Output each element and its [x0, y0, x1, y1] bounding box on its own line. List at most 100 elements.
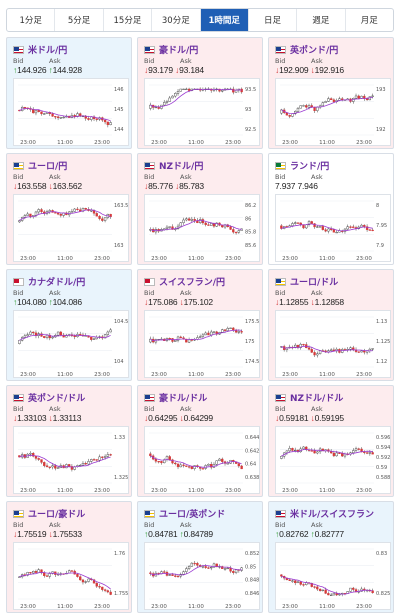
x-tick-label: 23:00: [20, 256, 36, 262]
candle-body: [171, 338, 174, 342]
candle-body: [294, 344, 297, 348]
candle-body: [310, 450, 313, 452]
currency-pair-link[interactable]: ユーロ/ドル: [290, 278, 339, 288]
card-header: 豪ドル/ドル: [144, 391, 207, 404]
rate-card[interactable]: 英ポンド/ドル Bid Ask ↓1.33103 ↓1.33113 23:00 11:00…: [6, 385, 132, 497]
moving-average-line: [281, 449, 373, 457]
mini-candlestick-chart[interactable]: 23:00 11:00 23:00 8 7.95 7.9: [275, 194, 391, 262]
currency-pair-link[interactable]: 米ドル/円: [28, 46, 68, 56]
x-tick-label: 11:00: [57, 488, 73, 494]
rate-card[interactable]: ユーロ/英ポンド Bid Ask ↑0.84781 ↑0.84789 23:00 11:0…: [137, 501, 263, 613]
rate-card[interactable]: カナダドル/円 Bid Ask ↑104.080 ↑104.086 23:00 11:00…: [6, 269, 132, 381]
y-tick-label: 85.8: [245, 230, 256, 236]
mini-candlestick-chart[interactable]: 23:00 11:00 23:00 193 192: [275, 78, 391, 146]
candle-body: [294, 580, 297, 584]
bid-ask-labels: Bid Ask: [275, 405, 347, 413]
candle-body: [204, 222, 207, 225]
currency-pair-link[interactable]: 豪ドル/円: [159, 46, 199, 56]
bid-price: 0.59181: [279, 413, 309, 423]
mini-candlestick-chart[interactable]: 23:00 11:00 23:00 93.5 93 92.5: [144, 78, 260, 146]
x-tick-label: 23:00: [225, 140, 241, 146]
mini-candlestick-chart[interactable]: 23:00 11:00 23:00 1.13 1.125 1.12: [275, 310, 391, 378]
mini-candlestick-chart[interactable]: 23:00 11:00 23:00 1.33 1.325: [13, 426, 129, 494]
candle-body: [32, 109, 35, 114]
candle-body: [307, 221, 311, 225]
currency-pair-link[interactable]: ランド/円: [290, 162, 330, 172]
candle-body: [87, 578, 90, 582]
ask-price: 104.086: [52, 297, 83, 307]
chart-svg: 23:00 11:00 23:00 1.33 1.325: [18, 432, 128, 494]
card-header: 米ドル/スイスフラン: [275, 507, 374, 520]
candle-body: [338, 452, 341, 454]
y-tick-label: 174.5: [245, 359, 259, 365]
mini-candlestick-chart[interactable]: 23:00 11:00 23:00 1.76 1.755: [13, 542, 129, 610]
rate-card[interactable]: ユーロ/豪ドル Bid Ask ↓1.75519 ↓1.75533 23:00 11:00…: [6, 501, 132, 613]
rate-card[interactable]: 米ドル/スイスフラン Bid Ask ↑0.82762 ↑0.82777 23:00 11…: [268, 501, 394, 613]
candle-body: [182, 464, 185, 466]
mini-candlestick-chart[interactable]: 23:00 11:00 23:00 0.83 0.825: [275, 542, 391, 610]
candle-body: [163, 571, 166, 573]
tab-timeframe-0[interactable]: 1分足: [7, 9, 56, 31]
y-tick-label: 0.852: [245, 551, 259, 557]
currency-pair-link[interactable]: NZドル/円: [159, 162, 204, 172]
rate-card[interactable]: 英ポンド/円 Bid Ask ↓192.909 ↓192.916 23:00 11:00 2…: [268, 37, 394, 149]
rate-card[interactable]: NZドル/ドル Bid Ask ↓0.59181 ↓0.59195 23:00 11:00…: [268, 385, 394, 497]
tab-timeframe-4[interactable]: 1時間足: [200, 9, 249, 31]
mini-candlestick-chart[interactable]: 23:00 11:00 23:00 0.596 0.594 0.592 0.59 0.588: [275, 426, 391, 494]
currency-pair-link[interactable]: 米ドル/スイスフラン: [290, 510, 375, 520]
price-row: ↓192.909 ↓192.916: [275, 65, 344, 75]
candle-body: [171, 574, 174, 576]
candle-body: [34, 211, 38, 216]
mini-candlestick-chart[interactable]: 23:00 11:00 23:00 0.852 0.85 0.848 0.846: [144, 542, 260, 610]
mini-candlestick-chart[interactable]: 23:00 11:00 23:00 104.5 104: [13, 310, 129, 378]
candle-body: [207, 224, 210, 226]
currency-pair-link[interactable]: カナダドル/円: [28, 278, 86, 288]
candle-body: [349, 587, 352, 592]
candle-body: [210, 464, 213, 468]
mini-candlestick-chart[interactable]: 23:00 11:00 23:00 0.644 0.642 0.64 0.638: [144, 426, 260, 494]
ask-price: 175.102: [183, 297, 214, 307]
currency-pair-link[interactable]: 豪ドル/ドル: [159, 394, 208, 404]
candle-body: [210, 331, 213, 336]
chart-svg: 23:00 11:00 23:00 86.2 86 85.8 85.6: [149, 200, 256, 262]
rate-card[interactable]: 米ドル/円 Bid Ask ↑144.926 ↑144.928 23:00 11:00 23…: [6, 37, 132, 149]
rate-card[interactable]: ユーロ/円 Bid Ask ↓163.558 ↓163.562 23:00 11:00 23…: [6, 153, 132, 265]
candle-body: [280, 225, 283, 229]
candle-body: [174, 575, 177, 577]
candle-body: [182, 219, 185, 223]
arrow-up-icon: ↑: [275, 529, 280, 539]
candle-body: [168, 97, 171, 102]
rate-card[interactable]: 豪ドル/ドル Bid Ask ↓0.64295 ↓0.64299 23:00 11:00 2…: [137, 385, 263, 497]
rate-card[interactable]: スイスフラン/円 Bid Ask ↓175.086 ↓175.102 23:00 11:0…: [137, 269, 263, 381]
currency-pair-link[interactable]: スイスフラン/円: [159, 278, 226, 288]
currency-pair-link[interactable]: ユーロ/円: [28, 162, 68, 172]
candle-body: [40, 569, 43, 574]
currency-pair-link[interactable]: NZドル/ドル: [290, 394, 344, 404]
rate-card[interactable]: ユーロ/ドル Bid Ask ↓1.12855 ↓1.12858 23:00 11:00 2…: [268, 269, 394, 381]
moving-average-line: [19, 334, 111, 341]
currency-pair-link[interactable]: ユーロ/豪ドル: [28, 510, 86, 520]
rate-card[interactable]: 豪ドル/円 Bid Ask ↓93.179 ↓93.184 23:00 11:00 23:0…: [137, 37, 263, 149]
currency-pair-link[interactable]: ユーロ/英ポンド: [159, 510, 226, 520]
mini-candlestick-chart[interactable]: 23:00 11:00 23:00 175.5 175 174.5: [144, 310, 260, 378]
bid-price: 163.558: [17, 181, 47, 191]
tab-timeframe-3[interactable]: 30分足: [152, 9, 201, 31]
currency-pair-link[interactable]: 英ポンド/ドル: [28, 394, 86, 404]
tab-timeframe-6[interactable]: 週足: [297, 9, 346, 31]
rate-card[interactable]: ランド/円 Bid Ask 7.937 7.946 23:00 11:00 23:00 8 7.…: [268, 153, 394, 265]
moving-average-line: [19, 454, 111, 468]
tab-timeframe-2[interactable]: 15分足: [104, 9, 153, 31]
currency-pair-link[interactable]: 英ポンド/円: [290, 46, 339, 56]
rate-card[interactable]: NZドル/円 Bid Ask ↓85.776 ↓85.783 23:00 11:00 23:…: [137, 153, 263, 265]
y-tick-label: 0.596: [376, 435, 390, 441]
bid-ask-labels: Bid Ask: [144, 405, 216, 413]
x-tick-label: 11:00: [188, 140, 204, 146]
mini-candlestick-chart[interactable]: 23:00 11:00 23:00 146 145 144: [13, 78, 129, 146]
tab-timeframe-1[interactable]: 5分足: [55, 9, 104, 31]
x-tick-label: 23:00: [20, 604, 36, 610]
tab-timeframe-7[interactable]: 月足: [360, 16, 378, 26]
mini-candlestick-chart[interactable]: 23:00 11:00 23:00 86.2 86 85.8 85.6: [144, 194, 260, 262]
tab-timeframe-5[interactable]: 日足: [249, 9, 298, 31]
candle-body: [226, 327, 229, 331]
mini-candlestick-chart[interactable]: 23:00 11:00 23:00 163.5 163: [13, 194, 129, 262]
